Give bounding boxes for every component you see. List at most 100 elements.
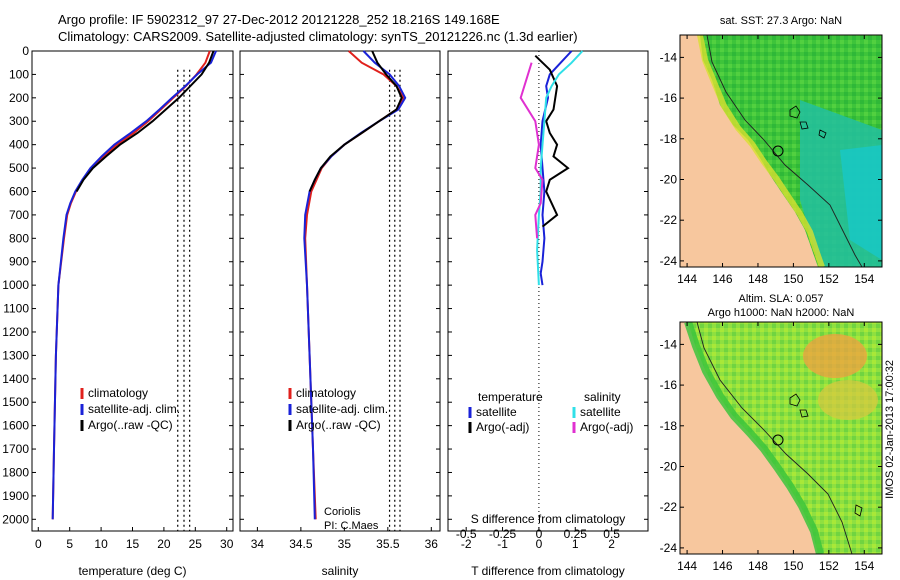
salinity-xtick-label: 34.5 [289, 537, 313, 551]
sla-high-patch [803, 334, 867, 378]
temperature-xtick-label: 20 [157, 537, 171, 551]
sst-map-ytick-label: -18 [660, 132, 678, 146]
sla-map-xtick-label: 148 [748, 559, 768, 573]
sst-map-ytick-label: -20 [660, 172, 678, 186]
difference-legend-title: salinity [584, 390, 621, 404]
sst-map-axes: 144 146 148 150 152 154 -14 -16 -18 -20 -22 -24 sat.… [660, 15, 883, 286]
temperature-series-satellite-adj-clim- [51, 50, 217, 520]
sst-isobath [706, 35, 863, 267]
title-line-1: Argo profile: IF 5902312_97 27-Dec-2012 … [58, 12, 500, 27]
depth-tick-label: 900 [9, 255, 29, 269]
salinity-legend-label: Argo(..raw -QC) [296, 418, 381, 432]
title-line-2: Climatology: CARS2009. Satellite-adjuste… [58, 29, 578, 44]
depth-tick-label: 1000 [2, 278, 29, 292]
sla-reefs [789, 393, 863, 517]
salinity-legend-label: climatology [296, 386, 356, 400]
sst-map-ytick-label: -22 [660, 213, 678, 227]
depth-tick-label: 1500 [2, 395, 29, 409]
sla-map-xtick-label: 154 [854, 559, 874, 573]
temperature-series-argo-raw-qc- [75, 50, 215, 193]
salinity-xlabel: salinity [322, 564, 359, 578]
temperature-series-climatology [51, 50, 211, 520]
temperature-xtick-label: 25 [189, 537, 203, 551]
sla-map [680, 322, 882, 554]
temperature-legend-label: climatology [88, 386, 148, 400]
depth-tick-label: 1800 [2, 465, 29, 479]
difference-series-salinity-argo-adj- [519, 62, 544, 239]
difference-top-tick-label: 0.5 [603, 527, 620, 541]
depth-tick-label: 1700 [2, 442, 29, 456]
difference-xlabel: T difference from climatology [471, 564, 625, 578]
salinity-frame [239, 50, 441, 532]
depth-tick-label: 200 [9, 91, 29, 105]
depth-tick-label: 1200 [2, 325, 29, 339]
panel-temperature: 0100200300400500600700800900100011001200… [2, 44, 233, 578]
temperature-xtick-label: 15 [126, 537, 140, 551]
depth-tick-label: 600 [9, 184, 29, 198]
depth-tick-label: 2000 [2, 512, 29, 526]
sst-map-frame [679, 34, 883, 268]
difference-legend-label: satellite [580, 405, 621, 419]
salinity-legend-label: satellite-adj. clim. [296, 402, 388, 416]
salinity-xtick-label: 34 [251, 537, 265, 551]
sla-isobath [696, 322, 853, 554]
depth-tick-label: 700 [9, 208, 29, 222]
sla-map-axes: 144 146 148 150 152 154 -14 -16 -18 -20 -22 -24 Alti… [660, 293, 883, 573]
difference-legend-label: satellite [476, 405, 517, 419]
depth-tick-label: 800 [9, 231, 29, 245]
temperature-xtick-label: 30 [220, 537, 234, 551]
sst-map-ytick-label: -24 [660, 254, 678, 268]
difference-legend-label: Argo(-adj) [580, 420, 633, 434]
sla-map-title-1: Altim. SLA: 0.057 [739, 293, 824, 305]
depth-tick-label: 300 [9, 114, 29, 128]
difference-xtick-label: 0 [536, 537, 543, 551]
sst-land [680, 35, 818, 267]
sst-map [680, 35, 882, 267]
sla-map-xtick-label: 150 [783, 559, 803, 573]
temperature-legend-label: satellite-adj. clim. [88, 402, 180, 416]
temperature-xtick-label: 5 [66, 537, 73, 551]
sst-cyan-patch [840, 145, 882, 260]
difference-series-salinity-satellite [536, 50, 584, 286]
depth-tick-label: 500 [9, 161, 29, 175]
difference-series-temperature-argo-adj- [534, 54, 570, 228]
depth-tick-label: 0 [22, 44, 29, 58]
sla-land [680, 322, 818, 554]
sla-map-frame [679, 321, 883, 555]
sst-argo-marker [772, 145, 784, 157]
depth-tick-label: 1300 [2, 348, 29, 362]
sla-map-ytick-label: -20 [660, 459, 678, 473]
temperature-xtick-label: 0 [35, 537, 42, 551]
salinity-xtick-label: 36 [425, 537, 439, 551]
temperature-frame [31, 50, 234, 532]
depth-tick-label: 1100 [3, 302, 29, 316]
salinity-xtick-label: 35.5 [376, 537, 400, 551]
temperature-xtick-label: 10 [94, 537, 108, 551]
sst-reefs [789, 105, 827, 139]
sst-map-xtick-label: 150 [783, 272, 803, 286]
sla-mid-patch [818, 380, 878, 420]
difference-top-tick-label: 0 [536, 527, 543, 541]
sla-map-title-2: Argo h1000: NaN h2000: NaN [708, 307, 855, 319]
salinity-series-argo-raw-qc- [308, 50, 403, 192]
difference-top-tick-label: -0.25 [489, 527, 517, 541]
panel-difference: -2 -1 0 1 2 T difference from climatology S di… [447, 50, 649, 578]
panel-salinity: 34 34.5 35 35.5 36 salinity climatology satelli… [239, 50, 441, 578]
sla-map-ytick-label: -16 [660, 378, 678, 392]
difference-xtick-label: -2 [461, 537, 472, 551]
sst-map-title: sat. SST: 27.3 Argo: NaN [720, 15, 842, 27]
sla-map-xtick-label: 152 [819, 559, 839, 573]
sst-map-xtick-label: 154 [854, 272, 874, 286]
difference-xtick-label: 1 [572, 537, 579, 551]
difference-xtick-label: 2 [608, 537, 615, 551]
footer-credit: IMOS 02-Jan-2013 17:00:32 [884, 360, 896, 499]
sla-map-xtick-label: 146 [713, 559, 733, 573]
sst-map-ytick-label: -16 [660, 91, 678, 105]
sst-map-xtick-label: 144 [677, 272, 697, 286]
sla-argo-marker [772, 434, 784, 446]
difference-legend-title: temperature [478, 390, 543, 404]
sst-coastal-band [697, 35, 825, 267]
depth-tick-label: 100 [9, 67, 29, 81]
sst-map-ytick-label: -14 [660, 50, 678, 64]
